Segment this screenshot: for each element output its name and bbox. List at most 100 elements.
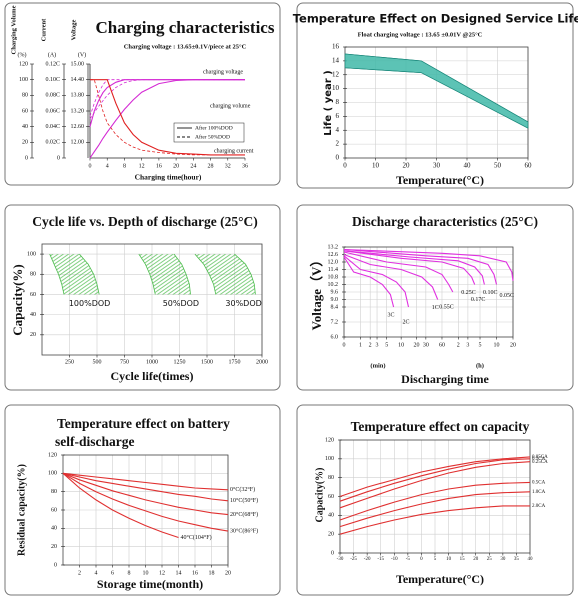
y-tick-label: 20	[51, 544, 57, 550]
x-tick-label: -25	[350, 557, 357, 562]
chart-title: Temperature effect on capacity	[351, 419, 530, 434]
y-tick-label: 100	[48, 471, 57, 477]
x-tick-label: 18	[209, 570, 215, 576]
y-tick-label: 60	[51, 507, 57, 513]
x-unit-label: (min)	[370, 362, 385, 369]
panel-border	[296, 2, 574, 189]
x-tick-label: 0	[89, 163, 92, 169]
series-label: 0.05C	[499, 293, 514, 299]
x-tick-label: 24	[190, 163, 196, 169]
y-tick-label: 40	[30, 312, 36, 318]
x-axis-label: Discharging time	[401, 372, 489, 386]
y-tick-label: 40	[22, 124, 28, 130]
y-tick-label: 0.02C	[45, 140, 60, 146]
x-tick-label: 0	[420, 557, 423, 562]
y-axis-label: Capacity(%)	[10, 264, 25, 336]
x-tick-label: 1500	[201, 359, 213, 365]
x-tick-label: -30	[337, 557, 344, 562]
y-tick-label: 12.00	[71, 140, 85, 146]
series-label: 3C	[388, 312, 395, 318]
chart-title: Charging characteristics	[96, 18, 275, 37]
y-axis-label: Life ( year )	[323, 70, 334, 136]
x-tick-label: 60	[525, 162, 533, 170]
x-tick-label: 16	[192, 570, 198, 576]
y-tick-label: 9.6	[331, 289, 339, 295]
y-tick-label: 14.40	[71, 77, 85, 83]
chart-title: Temperature effect on battery	[57, 416, 230, 431]
y-tick-label: 120	[48, 452, 57, 458]
x-tick-label: 10	[372, 162, 380, 170]
x-tick-label: 2	[369, 342, 372, 348]
series-line	[90, 79, 245, 156]
x-tick-label: 14	[176, 570, 182, 576]
y-tick-label: 0.10C	[45, 77, 60, 83]
x-tick-label: 16	[156, 163, 162, 169]
band-edge	[234, 253, 256, 295]
y-axis-unit: (A)	[48, 51, 56, 58]
y-tick-label: 0	[331, 550, 334, 556]
y-tick-label: 100	[19, 77, 28, 83]
series-label: 2.0CA	[532, 504, 546, 509]
x-tick-label: 1	[359, 342, 362, 348]
chart-panel: Temperature effect on capacity Temperatur…	[296, 404, 574, 596]
y-tick-label: 13.2	[328, 244, 339, 250]
y-tick-label: 0.04C	[45, 124, 60, 130]
x-tick-label: 6	[111, 570, 114, 576]
y-tick-label: 120	[325, 437, 334, 443]
chart-panel: Temperature effect on battery self-discha…	[4, 404, 281, 596]
series-label: 40°C(104°F)	[181, 534, 212, 541]
series-line	[62, 472, 179, 539]
y-tick-label: 80	[328, 475, 334, 481]
y-tick-label: 13.20	[71, 108, 85, 114]
y-tick-label: 14	[332, 56, 340, 64]
x-tick-label: -20	[364, 557, 371, 562]
x-tick-label: 10	[493, 342, 499, 348]
x-tick-label: 0	[343, 342, 346, 348]
x-tick-label: 1750	[229, 359, 241, 365]
band-edge	[79, 253, 100, 295]
x-tick-label: 30	[500, 557, 506, 562]
x-tick-label: 12	[159, 570, 165, 576]
chart-panel: Temperature Effect on Designed Service L…	[293, 2, 578, 189]
y-tick-label: 12.0	[328, 259, 339, 265]
band-edge	[49, 253, 65, 295]
x-axis-label: Storage time(month)	[97, 577, 203, 591]
x-tick-label: 40	[464, 162, 472, 170]
x-tick-label: 25	[487, 557, 493, 562]
series-label: 0.1CA	[532, 457, 546, 462]
series-line	[339, 456, 531, 498]
series-line	[339, 505, 530, 535]
x-tick-label: 30	[423, 342, 429, 348]
band-edge	[344, 67, 529, 129]
x-tick-label: -10	[391, 557, 398, 562]
x-unit-label: (h)	[476, 362, 484, 369]
x-tick-label: 0	[343, 162, 347, 170]
x-tick-label: 20	[225, 570, 231, 576]
y-tick-label: 0.12C	[45, 61, 60, 67]
x-tick-label: 20	[414, 342, 420, 348]
x-tick-label: 8	[123, 163, 126, 169]
band-edge	[194, 253, 217, 295]
series-label: 0°C(32°F)	[230, 486, 255, 493]
x-tick-label: 1000	[146, 359, 158, 365]
x-tick-label: 40	[528, 557, 534, 562]
x-tick-label: 28	[208, 163, 214, 169]
x-tick-label: -15	[377, 557, 384, 562]
y-tick-label: 0	[54, 562, 57, 568]
x-tick-label: 3	[466, 342, 469, 348]
series-line	[62, 472, 229, 516]
series-line	[62, 472, 229, 491]
y-tick-label: 100	[27, 251, 36, 257]
y-tick-label: 100	[325, 456, 334, 462]
x-tick-label: 3	[376, 342, 379, 348]
series-line	[339, 481, 531, 521]
y-tick-label: 12.6	[328, 252, 339, 258]
series-label: 100%DOD	[69, 299, 111, 308]
series-line	[343, 248, 514, 281]
series-label: 10°C(50°F)	[230, 497, 258, 504]
y-tick-label: 10	[332, 84, 340, 92]
x-tick-label: 20	[173, 163, 179, 169]
y-tick-label: 80	[30, 272, 36, 278]
